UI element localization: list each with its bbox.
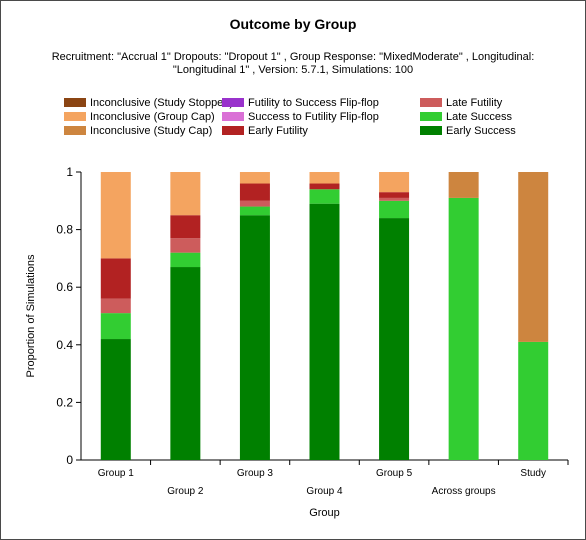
x-tick-label-group-5: Group 5 xyxy=(376,468,413,479)
legend-label: Inconclusive (Study Stopped) xyxy=(90,97,234,109)
bar-segment-inconclusive-group-cap-group-4 xyxy=(309,172,340,184)
x-tick-label-group-4: Group 4 xyxy=(306,486,343,497)
legend-label: Inconclusive (Group Cap) xyxy=(90,111,215,123)
legend-label: Futility to Success Flip-flop xyxy=(248,97,379,109)
bar-segment-late-success-group-4 xyxy=(309,189,340,204)
y-tick-label: 0.8 xyxy=(56,223,73,237)
bar-segment-late-futility-group-3 xyxy=(239,200,270,207)
bar-segment-inconclusive-study-cap-study xyxy=(518,172,549,342)
bar-segment-early-futility-group-2 xyxy=(170,215,201,239)
legend-swatch xyxy=(222,111,244,121)
legend-swatch xyxy=(222,125,244,135)
legend-swatch xyxy=(64,97,86,107)
chart-subtitle-line-1: Recruitment: "Accrual 1" Dropouts: "Drop… xyxy=(51,51,535,63)
bar-segment-early-futility-group-3 xyxy=(239,183,270,201)
y-tick-label: 0.4 xyxy=(56,338,73,352)
bar-segment-early-futility-group-5 xyxy=(379,192,410,198)
legend-label: Late Futility xyxy=(446,97,503,109)
bar-segment-late-success-across-groups xyxy=(448,197,479,461)
legend-item-futility-to-success-flip-flop: Futility to Success Flip-flop xyxy=(222,97,379,110)
bar-segment-inconclusive-study-cap-across-groups xyxy=(448,172,479,198)
legend-label: Early Futility xyxy=(248,125,308,137)
legend-swatch xyxy=(64,111,86,121)
bar-segment-late-success-group-1 xyxy=(100,313,131,340)
legend-label: Inconclusive (Study Cap) xyxy=(90,125,213,137)
legend-item-early-futility: Early Futility xyxy=(222,125,308,138)
legend-item-late-success: Late Success xyxy=(420,111,512,124)
bar-segment-early-success-group-2 xyxy=(170,267,201,460)
legend-swatch xyxy=(420,97,442,107)
x-tick-label-study: Study xyxy=(520,468,546,479)
legend-swatch xyxy=(420,125,442,135)
bar-segment-early-success-group-1 xyxy=(100,339,131,460)
bar-segment-early-futility-group-1 xyxy=(100,258,131,299)
legend-label: Success to Futility Flip-flop xyxy=(248,111,379,123)
y-axis-title: Proportion of Simulations xyxy=(25,254,37,377)
legend-item-early-success: Early Success xyxy=(420,125,516,138)
bar-segment-late-success-group-2 xyxy=(170,252,201,268)
x-tick-label-group-1: Group 1 xyxy=(98,468,135,479)
bar-segment-inconclusive-group-cap-group-5 xyxy=(379,172,410,193)
legend-label: Late Success xyxy=(446,111,513,123)
bar-segment-late-success-group-3 xyxy=(239,206,270,216)
bar-segment-late-success-group-5 xyxy=(379,200,410,219)
bar-segment-early-success-group-4 xyxy=(309,203,340,460)
y-tick-label: 0 xyxy=(66,453,73,467)
bar-segment-late-futility-group-1 xyxy=(100,298,131,314)
legend-swatch xyxy=(420,111,442,121)
legend-item-inconclusive-study-cap: Inconclusive (Study Cap) xyxy=(64,125,212,138)
chart-subtitle-line-2: "Longitudinal 1" , Version: 5.7.1, Simul… xyxy=(172,64,414,76)
y-tick-label: 0.2 xyxy=(56,395,73,409)
bar-segment-late-futility-group-5 xyxy=(379,197,410,201)
x-axis-title: Group xyxy=(309,507,340,519)
bar-segment-early-futility-group-4 xyxy=(309,183,340,190)
y-tick-label: 1 xyxy=(66,165,73,179)
y-tick-label: 0.6 xyxy=(56,280,73,294)
bar-segment-early-success-group-5 xyxy=(379,218,410,460)
bar-segment-inconclusive-group-cap-group-3 xyxy=(239,172,270,184)
legend-item-late-futility: Late Futility xyxy=(420,97,502,110)
legend-swatch xyxy=(64,125,86,135)
x-tick-label-group-2: Group 2 xyxy=(167,486,204,497)
legend-item-success-to-futility-flip-flop: Success to Futility Flip-flop xyxy=(222,111,379,124)
x-tick-label-across-groups: Across groups xyxy=(432,486,496,497)
x-tick-label-group-3: Group 3 xyxy=(237,468,274,479)
bar-segment-late-success-study xyxy=(518,341,549,460)
legend-item-inconclusive-study-stopped: Inconclusive (Study Stopped) xyxy=(64,97,233,110)
bar-segment-late-futility-group-2 xyxy=(170,238,201,253)
bar-segment-inconclusive-group-cap-group-1 xyxy=(100,172,131,259)
legend-swatch xyxy=(222,97,244,107)
bar-segment-early-success-group-3 xyxy=(239,215,270,460)
legend-label: Early Success xyxy=(446,125,516,137)
chart-title: Outcome by Group xyxy=(229,16,357,32)
bar-segment-inconclusive-group-cap-group-2 xyxy=(170,172,201,216)
legend-item-inconclusive-group-cap: Inconclusive (Group Cap) xyxy=(64,111,215,124)
